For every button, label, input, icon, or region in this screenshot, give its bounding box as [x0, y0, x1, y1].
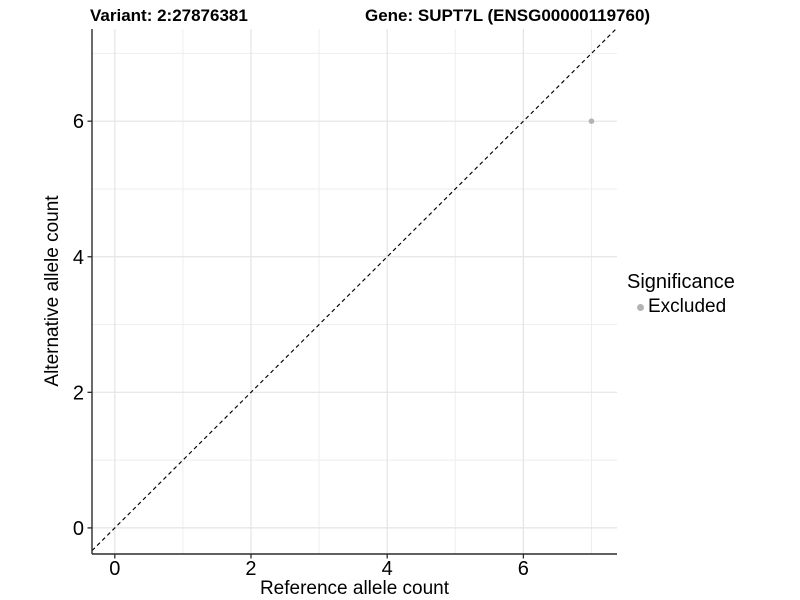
y-axis-title: Alternative allele count	[42, 195, 63, 387]
x-tick-label: 0	[109, 558, 120, 580]
legend-item-label: Excluded	[648, 296, 727, 317]
data-point	[588, 118, 595, 124]
legend-title: Significance	[627, 271, 735, 293]
legend-key	[627, 300, 646, 314]
legend-point-icon	[636, 303, 644, 311]
variant-title: Variant: 2:27876381	[90, 6, 248, 25]
legend: Significance Excluded	[627, 271, 735, 318]
x-tick-label: 2	[245, 558, 256, 580]
x-tick-label: 6	[518, 558, 529, 580]
legend-items: Excluded	[627, 296, 735, 318]
identity-line	[91, 28, 617, 552]
y-tick-label: 6	[73, 111, 84, 133]
x-axis-title: Reference allele count	[259, 578, 450, 599]
y-tick-label: 0	[73, 518, 84, 540]
gene-title: Gene: SUPT7L (ENSG00000119760)	[365, 6, 651, 25]
y-tick-label: 2	[73, 382, 84, 404]
y-tick-label: 4	[73, 247, 84, 269]
x-tick-label: 4	[382, 558, 393, 580]
legend-item: Excluded	[627, 296, 735, 318]
